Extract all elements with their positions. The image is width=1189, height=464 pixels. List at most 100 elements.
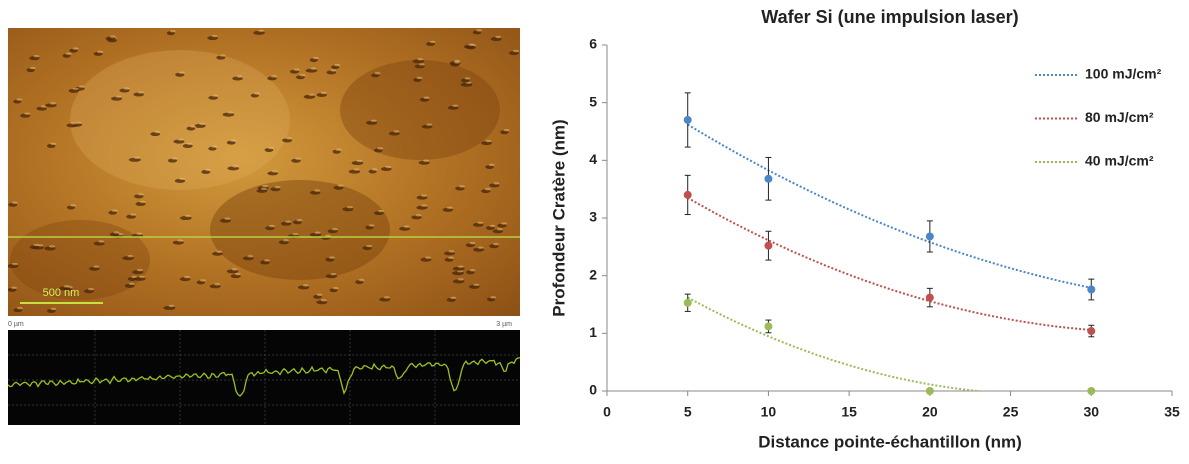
pit-rim xyxy=(11,286,18,290)
pit-rim xyxy=(258,29,265,33)
pit-rim xyxy=(49,245,56,248)
pit-rim xyxy=(224,217,231,220)
pit-rim xyxy=(109,35,116,38)
pit-rim xyxy=(393,130,400,133)
pit-rim xyxy=(337,184,344,187)
pit-rim xyxy=(136,268,143,272)
pit-rim xyxy=(488,163,495,167)
pit-rim xyxy=(219,54,226,57)
pit-rim xyxy=(292,232,299,236)
pit-rim xyxy=(178,71,185,74)
pit-rim xyxy=(178,177,185,181)
pit-rim xyxy=(446,206,453,210)
pit-rim xyxy=(133,156,140,159)
pit-rim xyxy=(70,204,77,207)
pit-rim xyxy=(247,255,254,258)
axis-end: 3 µm xyxy=(496,321,512,328)
pit-rim xyxy=(97,50,104,54)
profile-panel xyxy=(7,330,520,425)
pit-rim xyxy=(454,61,461,64)
pit-rim xyxy=(11,201,18,204)
pit-rim xyxy=(492,242,499,246)
pit-rim xyxy=(253,92,260,95)
pit-rim xyxy=(458,185,465,188)
x-tick-label: 35 xyxy=(1164,404,1180,420)
axis-start: 0 µm xyxy=(8,321,24,328)
x-tick-label: 5 xyxy=(684,404,692,420)
point xyxy=(925,387,934,395)
pit-rim xyxy=(189,125,196,128)
pit-rim xyxy=(415,214,422,217)
y-tick-label: 3 xyxy=(589,209,597,225)
legend-label: 40 mJ/cm² xyxy=(1085,153,1154,169)
pit-rim xyxy=(98,240,105,243)
pit-rim xyxy=(496,228,503,231)
legend-label: 80 mJ/cm² xyxy=(1085,109,1154,125)
pit-rim xyxy=(320,91,327,95)
pit-rim xyxy=(421,194,428,197)
pit-rim xyxy=(236,75,243,78)
pit-rim xyxy=(263,259,270,262)
pit-rim xyxy=(377,147,384,150)
pit-rim xyxy=(115,95,122,98)
pit-rim xyxy=(328,256,335,259)
pit-rim xyxy=(212,94,219,97)
pit-rim xyxy=(123,87,130,90)
point xyxy=(683,115,692,124)
pit-rim xyxy=(429,40,436,44)
pit-rim xyxy=(377,209,384,213)
pit-rim xyxy=(111,209,118,212)
pit-rim xyxy=(33,54,40,58)
pit-rim xyxy=(40,105,47,108)
pit-rim xyxy=(211,145,218,148)
pit-rim xyxy=(295,157,302,160)
pit-rim xyxy=(356,159,363,163)
pit-rim xyxy=(417,58,424,61)
pit-rim xyxy=(177,239,184,242)
point xyxy=(764,241,773,250)
pit-rim xyxy=(49,102,56,105)
pit-rim xyxy=(358,278,365,282)
pit-rim xyxy=(113,231,120,234)
pit-rim xyxy=(199,279,206,282)
pit-rim xyxy=(50,142,57,146)
pit-rim xyxy=(423,159,430,162)
pit-rim xyxy=(186,142,193,146)
pit-rim xyxy=(503,128,510,132)
pit-rim xyxy=(366,244,373,248)
point xyxy=(1087,327,1096,336)
pit-rim xyxy=(310,67,317,70)
pit-rim xyxy=(332,286,339,290)
pit-rim xyxy=(63,285,70,288)
pit-rim xyxy=(87,287,94,291)
pit-rim xyxy=(477,221,484,224)
pit-rim xyxy=(70,122,77,125)
point xyxy=(1087,387,1096,395)
pit-rim xyxy=(138,275,145,279)
pit-rim xyxy=(490,296,497,299)
trendline xyxy=(687,196,1092,331)
pit-rim xyxy=(383,296,390,299)
pit-rim xyxy=(282,239,289,242)
pit-rim xyxy=(457,278,464,281)
pit-rim xyxy=(139,200,146,204)
pit-rim xyxy=(11,262,18,266)
pit-rim xyxy=(184,275,191,279)
pit-rim xyxy=(403,225,410,228)
pit-rim xyxy=(476,29,483,32)
pit-rim xyxy=(299,74,306,77)
pit-rim xyxy=(33,243,40,247)
pit-rim xyxy=(448,256,455,259)
x-axis-label: Distance pointe-échantillon (nm) xyxy=(758,432,1022,451)
pit-rim xyxy=(512,49,519,53)
pit-rim xyxy=(168,304,175,308)
pit-rim xyxy=(421,204,428,207)
pit-rim xyxy=(50,307,57,311)
pit-rim xyxy=(227,111,234,114)
pit-rim xyxy=(418,63,425,66)
pit-rim xyxy=(230,139,237,142)
pit-rim xyxy=(314,231,321,234)
pit-rim xyxy=(211,34,218,38)
pit-rim xyxy=(128,282,135,286)
pit-rim xyxy=(330,273,337,276)
